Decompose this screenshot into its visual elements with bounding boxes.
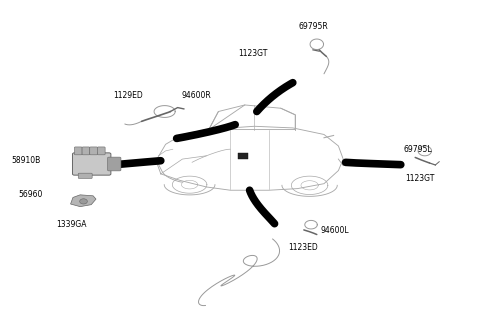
FancyBboxPatch shape [97, 147, 105, 155]
Text: 1123GT: 1123GT [239, 49, 268, 58]
Text: 69795R: 69795R [299, 22, 328, 31]
Text: 1123ED: 1123ED [288, 243, 318, 252]
Bar [238, 153, 248, 159]
Text: 1339GA: 1339GA [56, 220, 86, 229]
Text: 1123GT: 1123GT [406, 174, 435, 183]
FancyBboxPatch shape [82, 147, 90, 155]
FancyBboxPatch shape [72, 153, 111, 175]
FancyBboxPatch shape [78, 173, 92, 178]
FancyBboxPatch shape [74, 147, 82, 155]
Polygon shape [71, 195, 96, 207]
FancyBboxPatch shape [90, 147, 97, 155]
Text: 69795L: 69795L [403, 145, 432, 154]
Text: 1129ED: 1129ED [113, 91, 143, 100]
Text: 94600R: 94600R [181, 91, 211, 100]
Text: 56960: 56960 [18, 190, 42, 199]
Text: 58910B: 58910B [12, 156, 41, 165]
Circle shape [80, 199, 87, 204]
Text: 94600L: 94600L [321, 226, 349, 235]
FancyBboxPatch shape [108, 157, 121, 171]
